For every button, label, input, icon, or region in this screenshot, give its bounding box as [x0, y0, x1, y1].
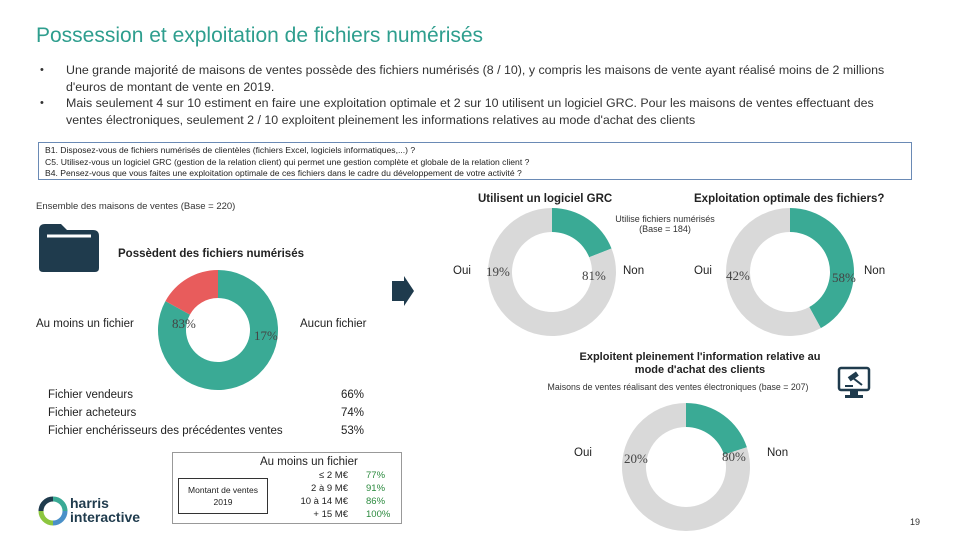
donut-slice-au-moins-un-fichier	[158, 270, 278, 390]
base-electronic: Maisons de ventes réalisant des ventes é…	[547, 382, 809, 392]
donut-value-label: 80%	[722, 449, 746, 464]
tranche-value: 86%	[366, 496, 386, 507]
label-oui-grc: Oui	[453, 265, 471, 277]
tranche-value: 100%	[366, 509, 391, 520]
tranche-value: 91%	[366, 483, 386, 494]
harris-logo-icon	[38, 496, 68, 526]
label-optimale: Exploitation optimale des fichiers?	[694, 193, 885, 205]
question-c5: C5. Utilisez-vous un logiciel GRC (gesti…	[45, 156, 530, 167]
donut-value-label: 19%	[486, 264, 510, 279]
folder-icon	[39, 224, 99, 272]
bullet-dot-icon: •	[40, 64, 44, 76]
label-oui-optimale: Oui	[694, 265, 712, 277]
logo-word-1: harris	[70, 495, 109, 511]
label-exploitent: Exploitent pleinement l'information rela…	[579, 351, 821, 376]
bullet-item: • Mais seulement 4 sur 10 estiment en fai…	[40, 95, 900, 128]
computer-auction-icon	[837, 366, 871, 398]
breakdown-value: 66%	[341, 389, 365, 401]
donut-slice-oui	[790, 208, 854, 329]
donut-slice-non	[488, 208, 616, 336]
label-non-exploitent: Non	[767, 447, 789, 459]
base-all: Ensemble des maisons de ventes (Base = 2…	[36, 201, 236, 212]
donut-value-label: 17%	[254, 328, 278, 343]
label-au-moins-un-fichier: Au moins un fichier	[36, 318, 134, 330]
label-non-grc: Non	[623, 265, 645, 277]
donut-slice-non	[726, 208, 821, 336]
questions-box: B1. Disposez-vous de fichiers numérisés …	[38, 142, 912, 180]
donut-possession: 83% 17%	[158, 270, 278, 390]
donut-value-label: 58%	[832, 270, 856, 285]
logo-word-2: interactive	[70, 509, 141, 525]
breakdown-value: 53%	[341, 425, 365, 437]
label-oui-exploitent: Oui	[574, 447, 592, 459]
donut-slice-oui	[552, 208, 612, 258]
tranche-label: 2 à 9 M€	[311, 483, 348, 494]
donut-value-label: 83%	[172, 316, 196, 331]
breakdown-label: Fichier acheteurs	[48, 407, 137, 419]
donut-slice-oui	[686, 403, 747, 455]
montant-label: Montant de ventes 2019	[178, 478, 268, 514]
donut-slice-non	[622, 403, 750, 531]
tranche-title: Au moins un fichier	[260, 456, 358, 468]
label-grc: Utilisent un logiciel GRC	[478, 193, 613, 205]
bullet-text: Une grande majorité de maisons de ventes…	[66, 63, 885, 94]
bullet-dot-icon: •	[40, 97, 44, 109]
donut-grc: 19% 81%	[486, 208, 616, 336]
logo-text: harris interactive	[70, 496, 140, 524]
breakdown-value: 74%	[341, 407, 365, 419]
label-possede: Possèdent des fichiers numérisés	[118, 248, 304, 260]
question-b4: B4. Pensez-vous que vous faites une expl…	[45, 168, 522, 178]
tranche-label: + 15 M€	[313, 509, 348, 520]
donut-optimale: 42% 58%	[726, 208, 856, 336]
label-aucun-fichier: Aucun fichier	[300, 318, 367, 330]
donut-exploitent: 20% 80%	[622, 403, 750, 531]
donut-slice-aucun-fichier	[165, 270, 218, 315]
base-files: Utilise fichiers numérisés (Base = 184)	[615, 214, 715, 234]
donut-value-label: 20%	[624, 451, 648, 466]
bullet-list: • Une grande majorité de maisons de vente…	[40, 62, 900, 128]
tranche-label: 10 à 14 M€	[300, 496, 348, 507]
tranche-label: ≤ 2 M€	[319, 470, 348, 481]
arrow-right-icon	[392, 276, 414, 306]
question-b1: B1. Disposez-vous de fichiers numérisés …	[45, 145, 416, 155]
breakdown-label: Fichier enchérisseurs des précédentes ve…	[48, 425, 283, 437]
tranche-value: 77%	[366, 470, 386, 481]
page-number: 19	[909, 517, 920, 527]
page-title: Possession et exploitation de fichiers n…	[36, 24, 484, 47]
donut-value-label: 42%	[726, 268, 750, 283]
tranche-box	[172, 452, 402, 524]
label-non-optimale: Non	[864, 265, 886, 277]
breakdown-label: Fichier vendeurs	[48, 389, 134, 401]
bullet-text: Mais seulement 4 sur 10 estiment en fair…	[66, 96, 874, 127]
donut-value-label: 81%	[582, 268, 606, 283]
bullet-item: • Une grande majorité de maisons de vente…	[40, 62, 900, 95]
